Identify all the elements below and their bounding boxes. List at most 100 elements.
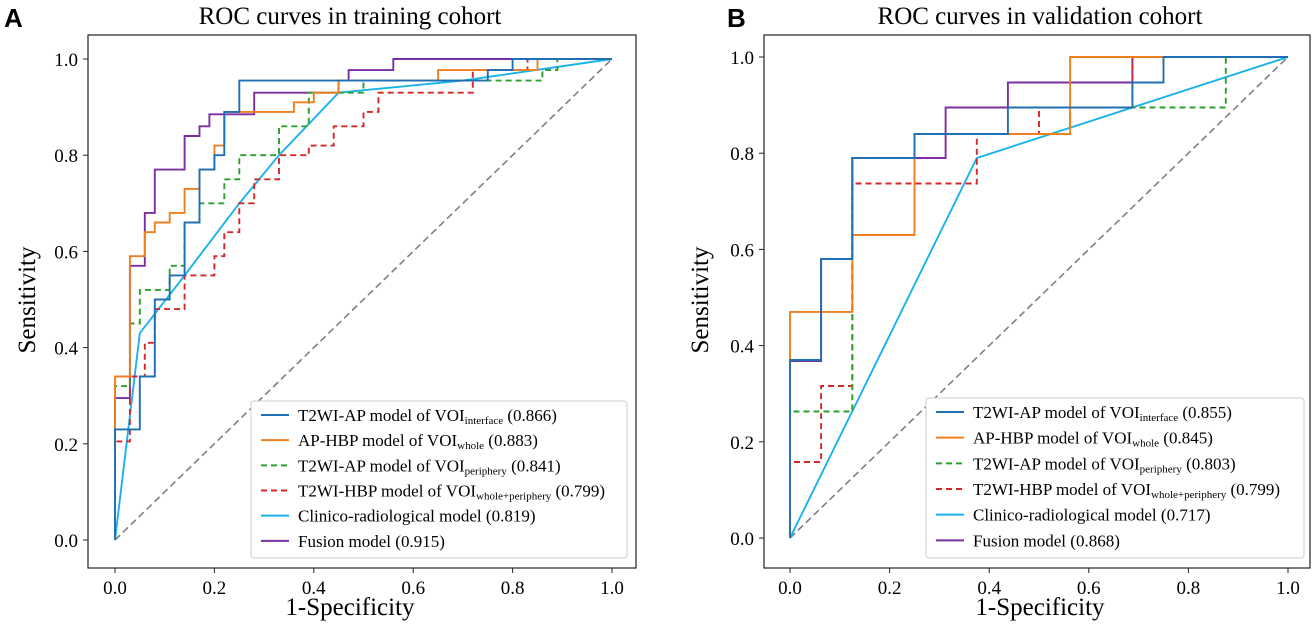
- y-tick-label: 0.2: [730, 433, 754, 454]
- y-tick-label: 0.2: [54, 435, 78, 456]
- legend: T2WI-AP model of VOIinterface (0.866)AP-…: [250, 400, 628, 559]
- chart-title: ROC curves in training cohort: [199, 3, 502, 30]
- x-tick-label: 0.6: [1077, 578, 1101, 599]
- legend-item: AP-HBP model of VOIwhole (0.883): [261, 431, 538, 452]
- x-tick-label: 0.2: [203, 578, 227, 599]
- plot-frame: [763, 34, 1311, 569]
- x-tick-label: 0.4: [977, 578, 1001, 599]
- legend-item: T2WI-HBP model of VOIwhole+periphery (0.…: [261, 482, 605, 503]
- roc-line-t2wi-hbp-model-of-voi-whole-periphery: [114, 58, 612, 540]
- legend-subscript: periphery: [1140, 463, 1183, 475]
- legend-auc: (0.868): [1066, 531, 1120, 550]
- legend-subscript: whole: [457, 440, 484, 452]
- y-tick-label: 1.0: [730, 48, 754, 69]
- chart-title: ROC curves in validation cohort: [878, 3, 1203, 30]
- x-axis-label: 1-Specificity: [975, 594, 1105, 621]
- legend-subscript: periphery: [465, 465, 508, 477]
- y-tick-label: 0.6: [54, 242, 78, 263]
- x-tick-label: 0.8: [501, 578, 525, 599]
- legend: T2WI-AP model of VOIinterface (0.855) AP-…: [925, 397, 1305, 559]
- panel-label: B: [727, 3, 746, 33]
- y-tick-label: 1.0: [54, 50, 78, 71]
- legend-label: Clinico-radiological model (0.717): [973, 506, 1210, 525]
- legend-auc: (0.799): [1226, 480, 1280, 499]
- y-axis-label: Sensitivity: [687, 246, 714, 353]
- legend-auc: (0.841): [507, 456, 561, 475]
- y-tick-label: 0.0: [54, 531, 78, 552]
- legend-name: T2WI-AP model of VOI: [973, 454, 1140, 473]
- legend-item: T2WI-AP model of VOIperiphery (0.803): [936, 454, 1236, 475]
- legend-auc: (0.799): [551, 482, 605, 501]
- y-tick-label: 0.4: [54, 339, 78, 360]
- roc-line-t2wi-ap-model-of-voi-interface: [114, 58, 612, 540]
- legend-item: Fusion model (0.868): [936, 531, 1120, 550]
- legend-name: T2WI-AP model of VOI: [298, 456, 465, 475]
- legend-auc: (0.915): [391, 532, 445, 551]
- roc-line-t2wi-ap-model-of-voi-interface: [789, 56, 1288, 538]
- legend-auc: (0.883): [484, 431, 538, 450]
- legend-label: Fusion model (0.868): [973, 531, 1120, 550]
- legend-name: AP-HBP model of VOI: [973, 429, 1132, 448]
- legend-name: T2WI-HBP model of VOI: [298, 482, 476, 501]
- legend-name: Clinico-radiological model: [973, 506, 1157, 525]
- legend-label: AP-HBP model of VOIwhole (0.883): [298, 431, 538, 452]
- legend-item: Clinico-radiological model (0.819): [261, 507, 535, 526]
- chart-a: A ROC curves in training cohort 0.0 0.2 0.4 0…: [4, 3, 637, 621]
- x-tick-label: 0.8: [1177, 578, 1201, 599]
- legend-subscript: whole+periphery: [476, 491, 552, 503]
- legend-auc: (0.717): [1157, 506, 1211, 525]
- legend-name: T2WI-AP model of VOI: [298, 406, 465, 425]
- y-tick-label: 0.8: [730, 144, 754, 165]
- legend-name: Clinico-radiological model: [298, 507, 482, 526]
- legend-label: AP-HBP model of VOIwhole (0.845): [973, 429, 1213, 450]
- legend-item: T2WI-AP model of VOIinterface (0.855): [936, 403, 1232, 424]
- legend-name: T2WI-HBP model of VOI: [973, 480, 1151, 499]
- legend-name: Fusion model: [298, 532, 391, 551]
- legend-label: Fusion model (0.915): [298, 532, 445, 551]
- legend-subscript: interface: [1140, 412, 1179, 424]
- y-axis-label: Sensitivity: [14, 246, 41, 353]
- x-tick-label: 0.2: [878, 578, 902, 599]
- y-tick-label: 0.0: [730, 529, 754, 550]
- legend-name: AP-HBP model of VOI: [298, 431, 457, 450]
- legend-auc: (0.845): [1159, 429, 1213, 448]
- roc-line-ap-hbp-model-of-voi-whole: [789, 56, 1288, 538]
- legend-subscript: whole+periphery: [1151, 489, 1227, 501]
- legend-auc: (0.803): [1182, 454, 1236, 473]
- chart-b: B ROC curves in validation cohort 0.0 0.2 0.…: [687, 3, 1311, 621]
- legend-box: [250, 400, 628, 559]
- roc-line-clinico-radiological-model: [789, 56, 1289, 539]
- legend-item: AP-HBP model of VOIwhole (0.845): [936, 429, 1213, 450]
- y-tick-label: 0.6: [730, 240, 754, 261]
- legend-label: T2WI-AP model of VOIperiphery (0.841): [298, 456, 561, 477]
- legend-subscript: whole: [1132, 438, 1159, 450]
- legend-auc: (0.866): [503, 406, 557, 425]
- legend-item: Fusion model (0.915): [261, 532, 445, 551]
- reference-diagonal-line: [789, 56, 1289, 539]
- x-axis-label: 1-Specificity: [285, 594, 415, 621]
- x-tick-label: 0.4: [302, 578, 326, 599]
- legend-item: T2WI-HBP model of VOIwhole+periphery (0.…: [936, 480, 1280, 501]
- plot-frame: [87, 34, 637, 569]
- legend-label: T2WI-AP model of VOIinterface (0.855): [973, 403, 1232, 424]
- y-tick-label: 0.8: [54, 146, 78, 167]
- roc-line-t2wi-ap-model-of-voi-periphery: [789, 56, 1288, 538]
- reference-diagonal-line: [114, 58, 613, 541]
- legend-label: T2WI-AP model of VOIperiphery (0.803): [973, 454, 1236, 475]
- x-tick-label: 0.6: [401, 578, 425, 599]
- x-tick-label: 1.0: [600, 578, 624, 599]
- legend-item: T2WI-AP model of VOIinterface (0.866): [261, 406, 557, 427]
- legend-label: T2WI-HBP model of VOIwhole+periphery (0.…: [973, 480, 1280, 501]
- y-tick-label: 0.4: [730, 337, 754, 358]
- legend-box: [925, 397, 1305, 559]
- legend-item: Clinico-radiological model (0.717): [936, 506, 1210, 525]
- x-tick-label: 0.0: [778, 578, 802, 599]
- legend-subscript: interface: [465, 415, 504, 427]
- x-tick-label: 0.0: [103, 578, 127, 599]
- legend-label: T2WI-AP model of VOIinterface (0.866): [298, 406, 557, 427]
- panel-label: A: [4, 3, 23, 33]
- legend-name: T2WI-AP model of VOI: [973, 403, 1140, 422]
- legend-auc: (0.819): [482, 507, 536, 526]
